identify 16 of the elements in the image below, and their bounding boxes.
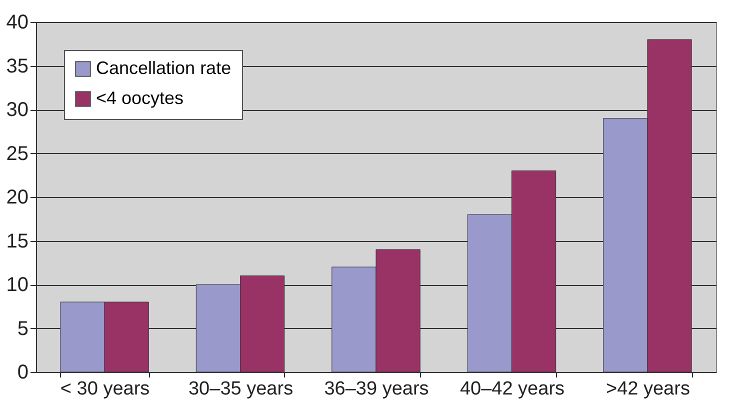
legend-label: Cancellation rate xyxy=(96,58,232,78)
x-tick-label: < 30 years xyxy=(60,378,150,400)
y-tick-label: 35 xyxy=(6,55,28,78)
x-tick-label: 30–35 years xyxy=(188,378,294,400)
y-tick-label: 10 xyxy=(6,274,28,296)
y-tick-label: 40 xyxy=(6,12,28,34)
y-tick-label: 0 xyxy=(17,362,28,384)
y-tick-label: 25 xyxy=(6,142,28,165)
y-tick-label: 20 xyxy=(6,186,28,208)
x-tick-label: 36–39 years xyxy=(324,378,429,400)
x-tick-label: >42 years xyxy=(606,378,690,400)
y-tick-label: 15 xyxy=(6,230,28,252)
x-tick-label: 40–42 years xyxy=(460,378,565,400)
y-tick-label: 30 xyxy=(6,99,28,121)
legend-label: <4 oocytes xyxy=(96,88,184,108)
y-tick-label: 5 xyxy=(17,318,28,340)
